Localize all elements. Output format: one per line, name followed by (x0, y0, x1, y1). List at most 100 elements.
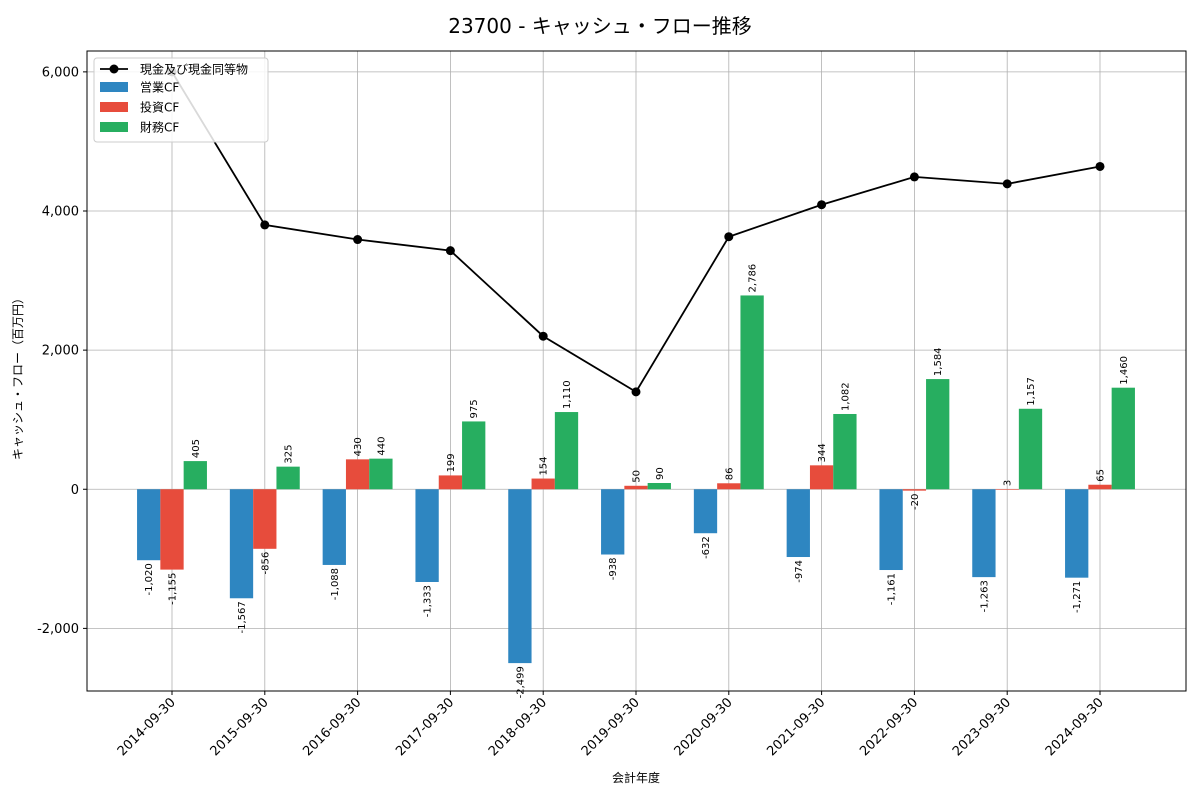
x-tick-label: 2019-09-30 (579, 695, 643, 759)
bar-operating (879, 489, 903, 571)
bar-investing (160, 489, 184, 570)
y-tick-label: 4,000 (42, 205, 79, 220)
bar-operating (786, 489, 810, 558)
bar-value-label: 1,157 (1026, 377, 1037, 406)
x-axis-label: 会計年度 (612, 770, 660, 785)
chart-title: 23700 - キャッシュ・フロー推移 (448, 14, 752, 38)
bars (137, 295, 1135, 664)
x-tick-label: 2017-09-30 (393, 695, 457, 759)
bar-investing (438, 475, 463, 490)
bar-investing (345, 459, 370, 490)
bar-value-label: 975 (469, 399, 480, 418)
bar-operating (601, 489, 625, 555)
cash-line-point (724, 232, 734, 242)
bar-value-label: -938 (608, 558, 619, 581)
bar-investing (902, 489, 927, 491)
bar-value-label: -20 (910, 494, 921, 510)
legend-box (93, 57, 269, 143)
bar-value-label: -1,161 (887, 573, 898, 605)
bar-investing (809, 465, 834, 490)
cash-line-point (538, 331, 548, 341)
bar-value-label: 50 (632, 470, 643, 483)
bar-investing (717, 483, 741, 490)
bar-value-label: -1,088 (330, 568, 341, 600)
bar-value-label: 65 (1096, 469, 1107, 482)
bar-investing (1088, 484, 1112, 490)
bar-value-label: -632 (701, 536, 712, 559)
bar-value-label: -856 (260, 552, 271, 575)
bar-investing (995, 489, 1019, 490)
cash-line-point (260, 220, 270, 230)
bar-financing (926, 379, 950, 490)
bar-value-label: -1,333 (423, 585, 434, 617)
bar-investing (531, 478, 555, 490)
x-tick-label: 2018-09-30 (486, 695, 550, 759)
bar-operating (415, 489, 439, 582)
bar-value-label: 2,786 (748, 264, 759, 293)
bar-operating (972, 489, 996, 578)
bar-value-label: 344 (817, 443, 828, 462)
cash-line-point (909, 172, 919, 182)
bar-financing (554, 412, 579, 490)
bar-value-label: 199 (446, 453, 457, 472)
legend-swatch (100, 122, 128, 132)
bar-value-label: 325 (284, 445, 295, 464)
cash-line-point (817, 200, 827, 210)
bar-operating (1065, 489, 1089, 578)
x-tick-label: 2015-09-30 (208, 695, 272, 759)
bar-financing (1018, 408, 1043, 490)
bar-value-label: 430 (353, 437, 364, 456)
bar-value-label: -1,271 (1072, 581, 1083, 613)
bar-value-label: 1,584 (933, 347, 944, 376)
legend-label: 営業CF (140, 81, 179, 95)
bar-labels: -1,020 -1,567 -1,088 -1,333 -2,499 -938 -632 -9… (144, 264, 1130, 699)
bar-financing (276, 466, 300, 490)
cash-line-point (1002, 179, 1012, 189)
y-tick-label: 2,000 (42, 344, 79, 359)
bar-operating (322, 489, 346, 565)
bar-operating (508, 489, 532, 664)
bar-financing (462, 421, 486, 490)
grid (87, 51, 1186, 691)
legend-line-marker (109, 64, 119, 74)
cash-line-point (445, 246, 455, 256)
bar-investing (624, 485, 648, 490)
bar-value-label: 90 (655, 467, 666, 480)
bar-financing (369, 458, 393, 490)
bar-financing (183, 461, 207, 490)
bar-value-label: -1,263 (979, 580, 990, 612)
y-tick-label: 0 (71, 483, 79, 498)
bar-value-label: -1,567 (237, 601, 248, 633)
bar-operating (693, 489, 718, 534)
bar-value-label: -974 (794, 560, 805, 583)
bar-value-label: 440 (376, 437, 387, 456)
bar-value-label: -1,020 (144, 563, 155, 595)
bar-financing (833, 413, 857, 490)
cash-line-point (631, 387, 641, 397)
x-tick-label: 2016-09-30 (300, 695, 364, 759)
y-axis-label: キャッシュ・フロー（百万円） (11, 292, 25, 460)
cash-line-point (1095, 161, 1105, 171)
bar-value-label: -2,499 (515, 666, 526, 698)
y-tick-label: 6,000 (42, 65, 79, 80)
bar-value-label: 3 (1003, 480, 1014, 486)
x-tick-label: 2023-09-30 (950, 695, 1014, 759)
bar-operating (229, 489, 254, 599)
bar-financing (647, 483, 671, 490)
legend-swatch (100, 102, 128, 112)
bar-value-label: 1,082 (840, 382, 851, 411)
bar-value-label: 1,460 (1119, 356, 1130, 385)
x-tick-label: 2021-09-30 (764, 695, 828, 759)
bar-investing (253, 489, 277, 549)
bar-value-label: -1,155 (168, 573, 179, 605)
bar-value-label: 154 (539, 456, 550, 475)
x-tick-label: 2022-09-30 (857, 695, 921, 759)
legend-label: 現金及び現金同等物 (140, 62, 248, 77)
bar-value-label: 1,110 (562, 380, 573, 409)
axes: -2,000 0 2,000 4,000 6,000 2014-09-30 2015-09-… (37, 50, 1187, 759)
cash-line-point (353, 235, 363, 245)
x-tick-label: 2024-09-30 (1043, 695, 1107, 759)
